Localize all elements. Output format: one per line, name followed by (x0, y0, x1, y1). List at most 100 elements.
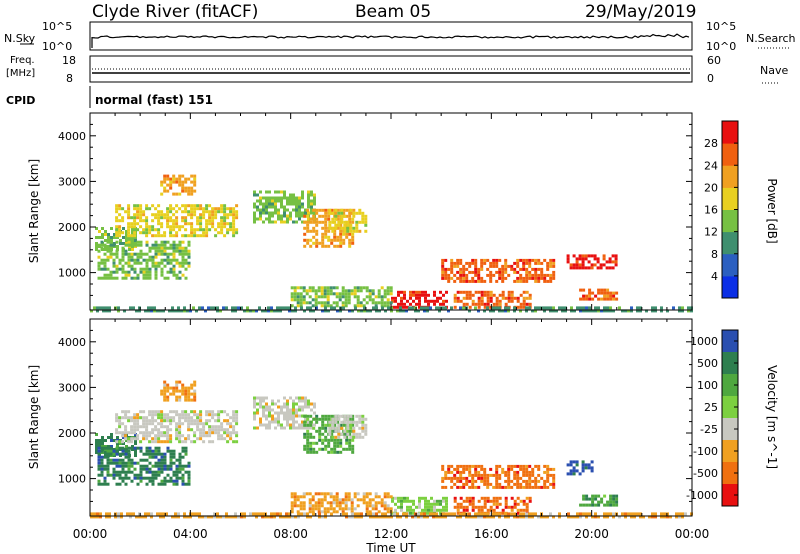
x-tick-label: 04:00 (173, 527, 208, 541)
echo-cell (256, 411, 259, 415)
echo-cell (552, 482, 556, 486)
echo-cell (513, 476, 517, 480)
echo-cell (292, 208, 295, 212)
cpid-value: normal (fast) 151 (95, 93, 213, 107)
echo-cell (181, 389, 185, 393)
echo-cell (681, 309, 684, 313)
echo-cell (96, 309, 99, 313)
echo-cell (588, 294, 592, 298)
echo-cell (344, 492, 348, 496)
echo-cell (232, 428, 236, 432)
echo-cell (339, 444, 343, 448)
echo-cell (311, 495, 315, 499)
echo-cell (289, 396, 292, 400)
echo-cell (459, 270, 463, 274)
echo-cell (352, 226, 356, 230)
echo-cell (489, 505, 493, 509)
echo-cell (96, 306, 99, 310)
echo-cell (480, 473, 484, 477)
echo-cell (480, 296, 484, 300)
echo-cell (405, 515, 408, 519)
echo-cell (289, 411, 292, 415)
echo-cell (534, 276, 538, 280)
echo-cell (380, 501, 384, 505)
echo-cell (130, 258, 134, 262)
echo-cell (486, 479, 490, 483)
echo-cell (172, 249, 176, 253)
echo-cell (279, 512, 282, 516)
echo-cell (133, 258, 137, 262)
echo-cell (342, 423, 346, 427)
echo-cell (117, 515, 120, 519)
echo-cell (256, 402, 259, 406)
echo-cell (552, 309, 555, 313)
echo-cell (579, 503, 583, 507)
echo-cell (504, 479, 508, 483)
echo-cell (364, 429, 368, 433)
echo-cell (456, 515, 459, 519)
echo-cell (321, 309, 324, 313)
echo-cell (483, 309, 486, 313)
echo-cell (311, 286, 315, 290)
echo-cell (147, 309, 150, 313)
echo-cell (480, 464, 484, 468)
echo-cell (477, 476, 481, 480)
echo-cell (280, 190, 283, 194)
echo-cell (253, 426, 256, 430)
echo-cell (380, 298, 384, 302)
echo-cell (516, 470, 520, 474)
echo-cell (321, 414, 325, 418)
echo-cell (355, 211, 359, 215)
echo-cell (522, 258, 526, 262)
echo-cell (304, 402, 307, 406)
echo-cell (193, 180, 197, 184)
echo-cell (501, 279, 505, 283)
echo-cell (564, 309, 567, 313)
echo-cell (312, 217, 316, 221)
echo-cell (572, 266, 576, 270)
echo-cell (175, 258, 179, 262)
echo-cell (389, 292, 393, 296)
echo-cell (342, 208, 346, 212)
echo-cell (208, 213, 212, 217)
echo-cell (201, 515, 204, 519)
echo-cell (293, 295, 297, 299)
echo-cell (333, 444, 337, 448)
echo-cell (178, 434, 182, 438)
echo-cell (441, 273, 445, 277)
echo-cell (151, 243, 155, 247)
echo-cell (151, 416, 155, 420)
echo-cell (596, 260, 600, 264)
echo-cell (283, 417, 286, 421)
echo-cell (127, 431, 131, 435)
echo-cell (519, 464, 523, 468)
echo-cell (169, 231, 173, 235)
echo-cell (127, 216, 131, 220)
echo-cell (314, 492, 318, 496)
echo-cell (477, 273, 481, 277)
echo-cell (474, 270, 478, 274)
echo-cell (345, 214, 349, 218)
echo-cell (121, 422, 125, 426)
echo-cell (118, 476, 122, 480)
echo-cell (397, 290, 400, 294)
echo-cell (438, 306, 441, 310)
echo-cell (456, 464, 460, 468)
echo-cell (304, 426, 307, 430)
echo-cell (507, 309, 510, 313)
echo-cell (169, 410, 173, 414)
echo-cell (160, 440, 164, 444)
echo-cell (321, 441, 325, 445)
echo-cell (178, 192, 182, 196)
echo-cell (106, 449, 110, 453)
echo-cell (355, 423, 359, 427)
echo-cell (181, 264, 185, 268)
echo-cell (190, 398, 194, 402)
echo-cell (190, 383, 194, 387)
echo-cell (438, 309, 441, 313)
echo-cell (321, 423, 325, 427)
echo-cell (131, 236, 134, 239)
echo-cell (136, 213, 140, 217)
echo-cell (552, 270, 556, 274)
